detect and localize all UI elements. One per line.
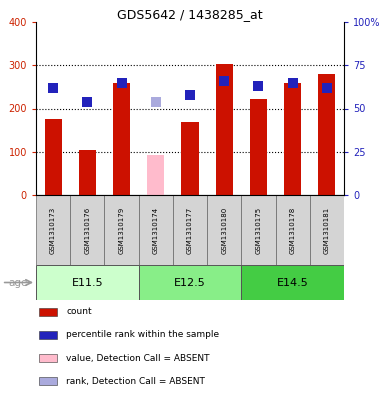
Bar [207, 195, 241, 265]
Bar [70, 195, 105, 265]
Bar [250, 99, 267, 195]
Text: GSM1310180: GSM1310180 [221, 206, 227, 253]
Bar [39, 308, 57, 316]
Text: E14.5: E14.5 [277, 277, 308, 288]
Bar [241, 195, 276, 265]
Point [84, 98, 90, 105]
Bar [241, 265, 344, 300]
Bar [147, 155, 164, 195]
Bar [39, 331, 57, 339]
Bar [139, 265, 241, 300]
Bar [139, 195, 173, 265]
Text: GSM1310173: GSM1310173 [50, 206, 56, 253]
Point [324, 84, 330, 91]
Bar [36, 265, 139, 300]
Bar [79, 150, 96, 195]
Text: GSM1310175: GSM1310175 [255, 206, 261, 253]
Bar [310, 195, 344, 265]
Text: E11.5: E11.5 [71, 277, 103, 288]
Bar [284, 83, 301, 195]
Bar [318, 74, 335, 195]
Point [119, 79, 125, 86]
Text: percentile rank within the sample: percentile rank within the sample [66, 331, 220, 340]
Text: value, Detection Call = ABSENT: value, Detection Call = ABSENT [66, 354, 210, 363]
Point [187, 92, 193, 98]
Text: age: age [9, 277, 28, 288]
Text: GSM1310176: GSM1310176 [84, 206, 90, 253]
Text: GSM1310179: GSM1310179 [119, 206, 124, 253]
Text: GSM1310174: GSM1310174 [153, 206, 159, 253]
Bar [216, 64, 233, 195]
Bar [36, 195, 70, 265]
Bar [173, 195, 207, 265]
Text: E12.5: E12.5 [174, 277, 206, 288]
Bar [105, 195, 139, 265]
Bar [39, 354, 57, 362]
Text: GSM1310181: GSM1310181 [324, 206, 330, 253]
Text: GSM1310178: GSM1310178 [290, 206, 296, 253]
Text: rank, Detection Call = ABSENT: rank, Detection Call = ABSENT [66, 377, 205, 386]
Point [255, 83, 262, 89]
Bar [44, 119, 62, 195]
Bar [113, 83, 130, 195]
Text: count: count [66, 307, 92, 316]
Bar [39, 377, 57, 386]
Text: GSM1310177: GSM1310177 [187, 206, 193, 253]
Point [50, 84, 56, 91]
Title: GDS5642 / 1438285_at: GDS5642 / 1438285_at [117, 8, 263, 21]
Bar [276, 195, 310, 265]
Point [289, 79, 296, 86]
Point [152, 98, 159, 105]
Bar [181, 122, 199, 195]
Point [221, 78, 227, 84]
